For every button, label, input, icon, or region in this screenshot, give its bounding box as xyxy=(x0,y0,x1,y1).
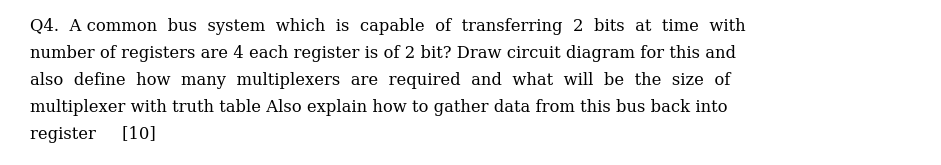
Text: Q4.  A common  bus  system  which  is  capable  of  transferring  2  bits  at  t: Q4. A common bus system which is capable… xyxy=(30,18,745,35)
Text: number of registers are 4 each register is of 2 bit? Draw circuit diagram for th: number of registers are 4 each register … xyxy=(30,45,736,62)
Text: also  define  how  many  multiplexers  are  required  and  what  will  be  the  : also define how many multiplexers are re… xyxy=(30,72,730,89)
Text: register     [10]: register [10] xyxy=(30,126,156,143)
Text: multiplexer with truth table Also explain how to gather data from this bus back : multiplexer with truth table Also explai… xyxy=(30,99,727,116)
